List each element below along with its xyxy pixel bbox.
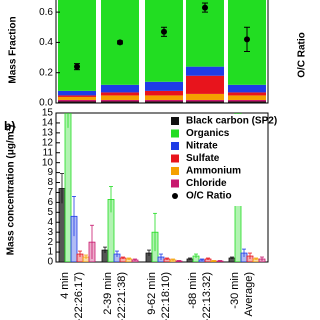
x-tick-label: 2-39 min: [102, 272, 114, 315]
x-tick-label: -88 min: [187, 272, 199, 309]
bar-segment: [228, 101, 266, 103]
oc-point: [202, 4, 208, 11]
x-tick-label: -22:13:32): [201, 272, 213, 320]
bar-segment: [145, 81, 183, 91]
bar-segment: [101, 95, 139, 100]
legend-label: Nitrate: [186, 141, 218, 152]
x-tick-label: -30 min: [229, 272, 241, 309]
legend-swatch: [171, 179, 179, 188]
oc-point: [161, 28, 167, 35]
x-tick-label: 4 min: [59, 272, 71, 299]
legend-box: [166, 114, 267, 206]
bar-segment: [145, 95, 183, 100]
y-axis-label: Mass Fraction: [8, 16, 19, 83]
y-tick-label: 0: [47, 257, 53, 268]
bar-segment: [58, 101, 96, 103]
bars: [58, 0, 266, 103]
x-tick-label: -22:18:10): [160, 272, 172, 320]
legend-label: Black carbon (SP2): [186, 116, 277, 127]
legend-swatch: [171, 142, 179, 150]
x-tick-label: Average): [243, 272, 255, 316]
x-tick-label: 9-62 min: [146, 272, 158, 315]
bar-segment: [58, 0, 96, 91]
bar-segment: [145, 90, 183, 96]
y2-axis-label: O/C Ratio: [297, 32, 308, 78]
legend-label: Chloride: [186, 178, 227, 189]
bar-segment: [58, 90, 96, 96]
oc-point: [74, 63, 80, 70]
bar-segment: [186, 75, 224, 94]
legend-label: Sulfate: [186, 153, 220, 164]
bar-segment: [228, 84, 266, 93]
y-tick-label: 10: [42, 157, 54, 168]
y-tick-label: 0.0: [39, 98, 53, 109]
oc-point: [244, 36, 250, 43]
bar-segment: [58, 99, 96, 102]
y-tick-label: 6: [47, 197, 53, 208]
x-tick-label: -22:21:38): [116, 272, 128, 320]
bar-segment: [228, 95, 266, 100]
y-tick-label: 4: [47, 217, 53, 228]
legend-label: O/C Ratio: [186, 191, 232, 202]
bar-segment: [101, 84, 139, 93]
y-tick-label: 2: [47, 237, 53, 248]
legend-swatch: [171, 154, 179, 163]
y-tick-label: 0.6: [39, 7, 53, 18]
bar-segment: [58, 95, 96, 97]
legend-swatch: [171, 129, 179, 138]
legend-swatch: [171, 117, 179, 125]
legend-swatch: [171, 167, 179, 175]
bar-segment: [145, 99, 183, 102]
legend-label: Organics: [186, 128, 230, 139]
bar-segment: [186, 66, 224, 76]
bar-segment: [228, 99, 266, 102]
bar-segment: [228, 92, 266, 96]
y-tick-label: 3: [47, 227, 53, 238]
bar: [64, 113, 72, 262]
y-tick-label: 13: [42, 128, 54, 139]
y-tick-label: 5: [47, 207, 53, 218]
bar-segment: [145, 101, 183, 103]
bar-segment: [101, 92, 139, 96]
bar-segment: [58, 96, 96, 100]
x-tick-label: -22:26:17): [73, 272, 85, 320]
y-tick-label: 7: [47, 187, 53, 198]
y-tick-label: 0.4: [39, 37, 53, 48]
y-tick-label: 11: [43, 147, 54, 158]
y-tick-label: 15: [42, 108, 54, 119]
y-tick-label: 0.2: [39, 67, 53, 78]
legend-label: Ammonium: [186, 166, 241, 177]
oc-point: [117, 39, 123, 46]
bar-segment: [186, 99, 224, 102]
bar-segment: [186, 93, 224, 100]
bar-segment: [101, 99, 139, 102]
panel-label: b): [4, 119, 15, 133]
y-tick-label: 12: [42, 137, 54, 148]
y-axis-label: Mass concentration (μg/m³): [6, 125, 17, 256]
y-tick-label: 1: [47, 247, 53, 258]
bar-segment: [145, 0, 183, 82]
y-tick-label: 14: [42, 118, 54, 129]
y-tick-label: 8: [47, 177, 53, 188]
y-tick-label: 9: [47, 167, 53, 178]
bar-segment: [186, 101, 224, 103]
bar-segment: [101, 101, 139, 103]
legend-swatch: [172, 193, 178, 199]
